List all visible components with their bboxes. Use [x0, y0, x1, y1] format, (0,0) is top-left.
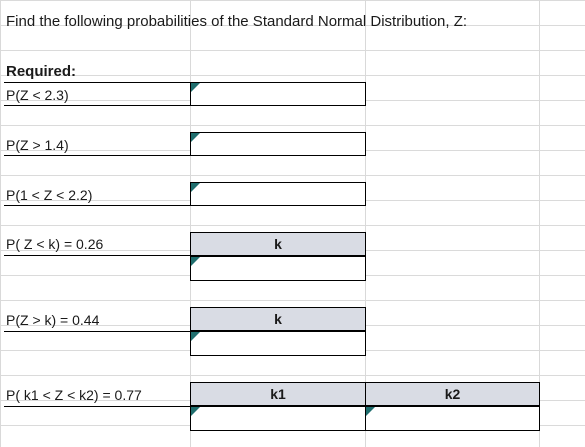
- k2-header-cell: k2: [365, 382, 540, 406]
- row-label-5: P(Z > k) = 0.44: [6, 312, 100, 328]
- row-underline-5: [4, 331, 190, 332]
- answer-cell-1[interactable]: [190, 82, 366, 106]
- row-label-1: P(Z < 2.3): [6, 87, 69, 103]
- row-underline-1: [4, 105, 190, 106]
- comment-marker-icon: [191, 332, 200, 341]
- required-label: Required:: [6, 63, 77, 80]
- answer-cell-4[interactable]: [190, 256, 366, 281]
- answer-cell-3[interactable]: [190, 182, 366, 206]
- comment-marker-icon: [191, 257, 200, 266]
- row-underline-3: [4, 205, 190, 206]
- row-underline-2: [4, 155, 190, 156]
- comment-marker-icon: [191, 83, 200, 92]
- answer-cell-5[interactable]: [190, 331, 366, 356]
- k1-answer-cell[interactable]: [190, 406, 366, 431]
- k-header-cell-5: k: [190, 307, 366, 331]
- k-header-cell-4: k: [190, 232, 366, 256]
- row-label-2: P(Z > 1.4): [6, 137, 69, 153]
- row-underline-6: [4, 406, 190, 407]
- row-label-6: P( k1 < Z < k2) = 0.77: [6, 387, 142, 403]
- k2-answer-cell[interactable]: [365, 406, 540, 431]
- comment-marker-icon: [191, 407, 200, 416]
- comment-marker-icon: [191, 183, 200, 192]
- comment-marker-icon: [191, 133, 200, 142]
- required-underline: [4, 82, 190, 83]
- row-underline-4: [4, 255, 190, 256]
- sheet-title: Find the following probabilities of the …: [6, 13, 468, 30]
- comment-marker-icon: [366, 407, 375, 416]
- row-label-3: P(1 < Z < 2.2): [6, 187, 93, 203]
- answer-cell-2[interactable]: [190, 132, 366, 156]
- row-label-4: P( Z < k) = 0.26: [6, 236, 104, 252]
- k1-header-cell: k1: [190, 382, 366, 406]
